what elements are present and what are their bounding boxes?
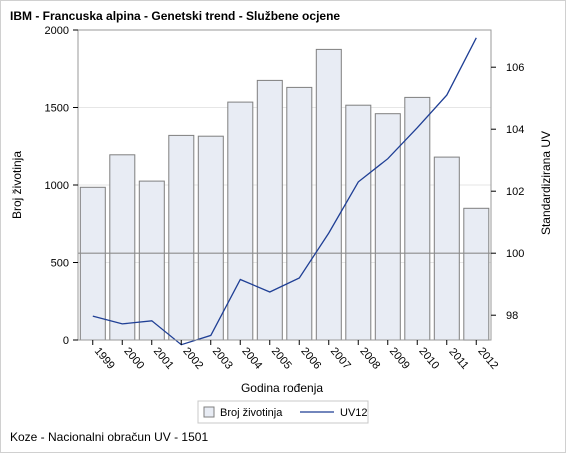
x-tick-label: 2011 <box>446 346 470 372</box>
y-tick-label: 1500 <box>45 103 69 115</box>
x-tick-label: 2001 <box>151 345 176 371</box>
x-tick-label: 2000 <box>121 345 146 371</box>
y2-axis-label: Standardizirana UV <box>539 131 553 235</box>
x-tick-label: 2006 <box>298 345 323 371</box>
x-tick-label: 2012 <box>475 345 500 371</box>
bar <box>227 101 254 341</box>
bar <box>109 154 136 341</box>
bar <box>374 113 401 341</box>
legend: Broj životinja UV12 <box>197 400 369 424</box>
x-tick-label: 2002 <box>180 345 205 371</box>
y-tick-label: 1000 <box>45 180 69 192</box>
y-axis-label: Broj životinja <box>10 151 24 219</box>
y-axis-left: 0 500 1000 1500 2000 <box>45 25 78 347</box>
legend-border <box>197 400 369 424</box>
x-tick-label: 2004 <box>239 345 264 371</box>
bar <box>286 86 313 341</box>
bar <box>463 207 490 341</box>
x-tick-label: 2010 <box>416 345 441 371</box>
footnote: Koze - Nacionalni obračun UV - 1501 <box>10 430 209 444</box>
y2-tick-label: 100 <box>506 248 524 260</box>
x-axis: 1999 2000 2001 2002 2003 2004 2005 2006 2007 2008… <box>92 340 500 372</box>
y2-tick-label: 104 <box>506 124 524 136</box>
y-tick-label: 0 <box>63 335 69 347</box>
line-series <box>92 37 477 346</box>
x-tick-label: 2009 <box>387 345 412 371</box>
bar-series <box>79 48 490 341</box>
bar <box>138 180 165 341</box>
x-tick-label: 1999 <box>92 345 117 371</box>
y2-tick-label: 106 <box>506 62 524 74</box>
bar <box>197 135 224 341</box>
legend-label-line: UV12 <box>340 407 368 419</box>
y2-tick-label: 102 <box>506 186 524 198</box>
bar <box>256 79 283 341</box>
x-tick-label: 2008 <box>357 345 382 371</box>
bar <box>79 186 106 341</box>
x-tick-label: 2003 <box>210 345 235 371</box>
legend-label-bar: Broj životinja <box>220 407 283 419</box>
line-path <box>92 37 477 346</box>
y-axis-right: 98 100 102 104 106 <box>491 62 524 322</box>
y2-tick-label: 98 <box>506 310 518 322</box>
legend-swatch-bar <box>203 406 215 418</box>
chart-title: IBM - Francuska alpina - Genetski trend … <box>10 9 341 23</box>
y-tick-label: 500 <box>51 258 69 270</box>
bar <box>168 134 195 341</box>
x-axis-label: Godina rođenja <box>241 381 323 395</box>
bar <box>404 96 431 341</box>
y-tick-label: 2000 <box>45 25 69 37</box>
bar <box>315 48 342 341</box>
bar <box>433 156 460 341</box>
bar <box>345 104 372 341</box>
x-tick-label: 2005 <box>269 345 294 371</box>
x-tick-label: 2007 <box>328 345 353 371</box>
